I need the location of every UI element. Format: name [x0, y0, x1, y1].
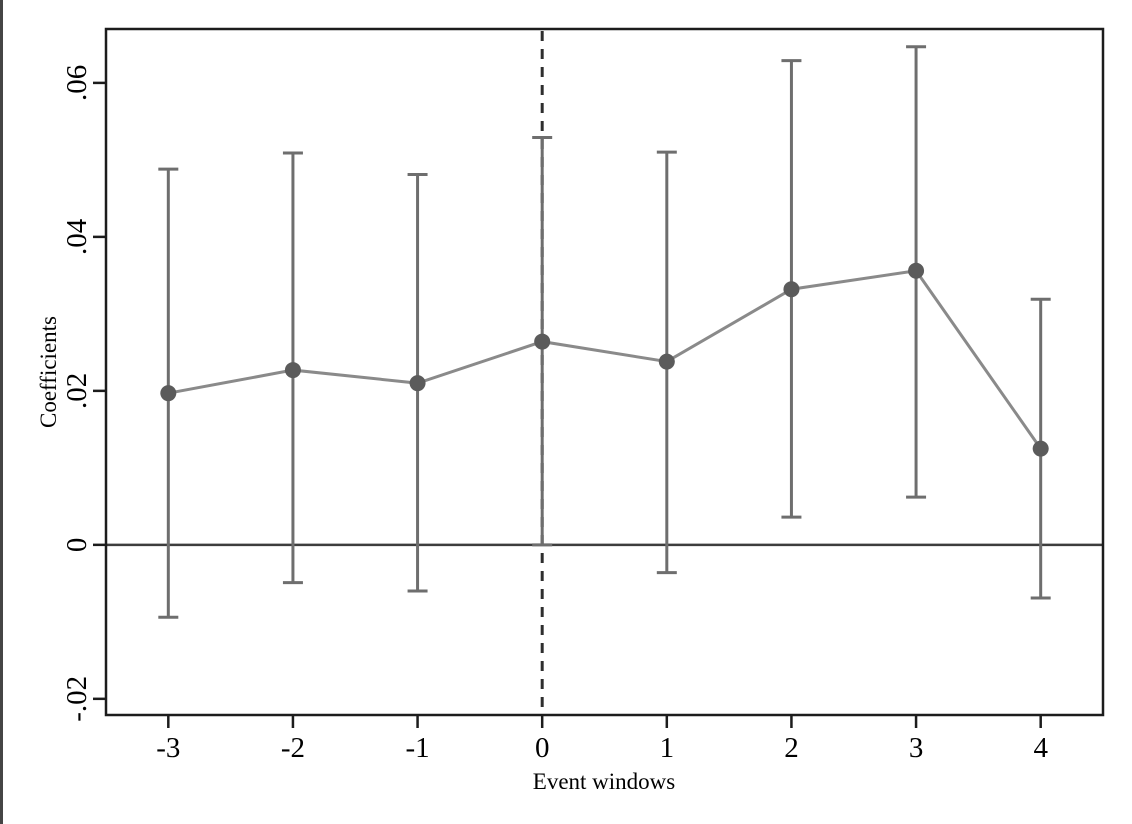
x-tick-label: 1 — [660, 732, 675, 764]
y-tick-label: 0 — [61, 538, 93, 553]
x-tick-label: -3 — [156, 732, 180, 764]
x-tick-label: -1 — [405, 732, 429, 764]
axis-ticks-layer: -.02 0 .02 .04 .06 -3 -2 -1 0 1 2 3 4 — [61, 65, 1048, 764]
coefficient-marker — [658, 353, 675, 370]
x-tick-label: 2 — [784, 732, 799, 764]
x-tick-label: -2 — [281, 732, 305, 764]
window-left-edge — [0, 0, 3, 824]
y-tick-label: .04 — [61, 218, 93, 255]
coefficient-marker — [908, 262, 925, 279]
y-tick-label: .02 — [61, 373, 93, 409]
y-axis-title: Coefficients — [36, 316, 61, 428]
reference-lines-layer — [106, 31, 1103, 714]
coefficient-line — [168, 269, 1042, 450]
y-tick-label: -.02 — [61, 676, 93, 722]
x-axis-title: Event windows — [533, 769, 676, 794]
coefficient-marker — [534, 333, 551, 350]
coefficient-marker — [783, 281, 800, 298]
coefficient-marker — [1032, 440, 1049, 457]
series-layer — [160, 262, 1049, 457]
x-tick-label: 4 — [1033, 732, 1048, 764]
plot-frame-layer — [104, 27, 1105, 717]
x-tick-label: 3 — [909, 732, 924, 764]
coefficient-marker — [409, 375, 426, 392]
plot-frame — [104, 27, 1105, 717]
coefficient-marker — [284, 362, 301, 379]
y-tick-label: .06 — [61, 65, 93, 101]
coefficient-marker — [160, 385, 177, 402]
x-tick-label: 0 — [535, 732, 550, 764]
error-bars-layer — [158, 45, 1051, 619]
